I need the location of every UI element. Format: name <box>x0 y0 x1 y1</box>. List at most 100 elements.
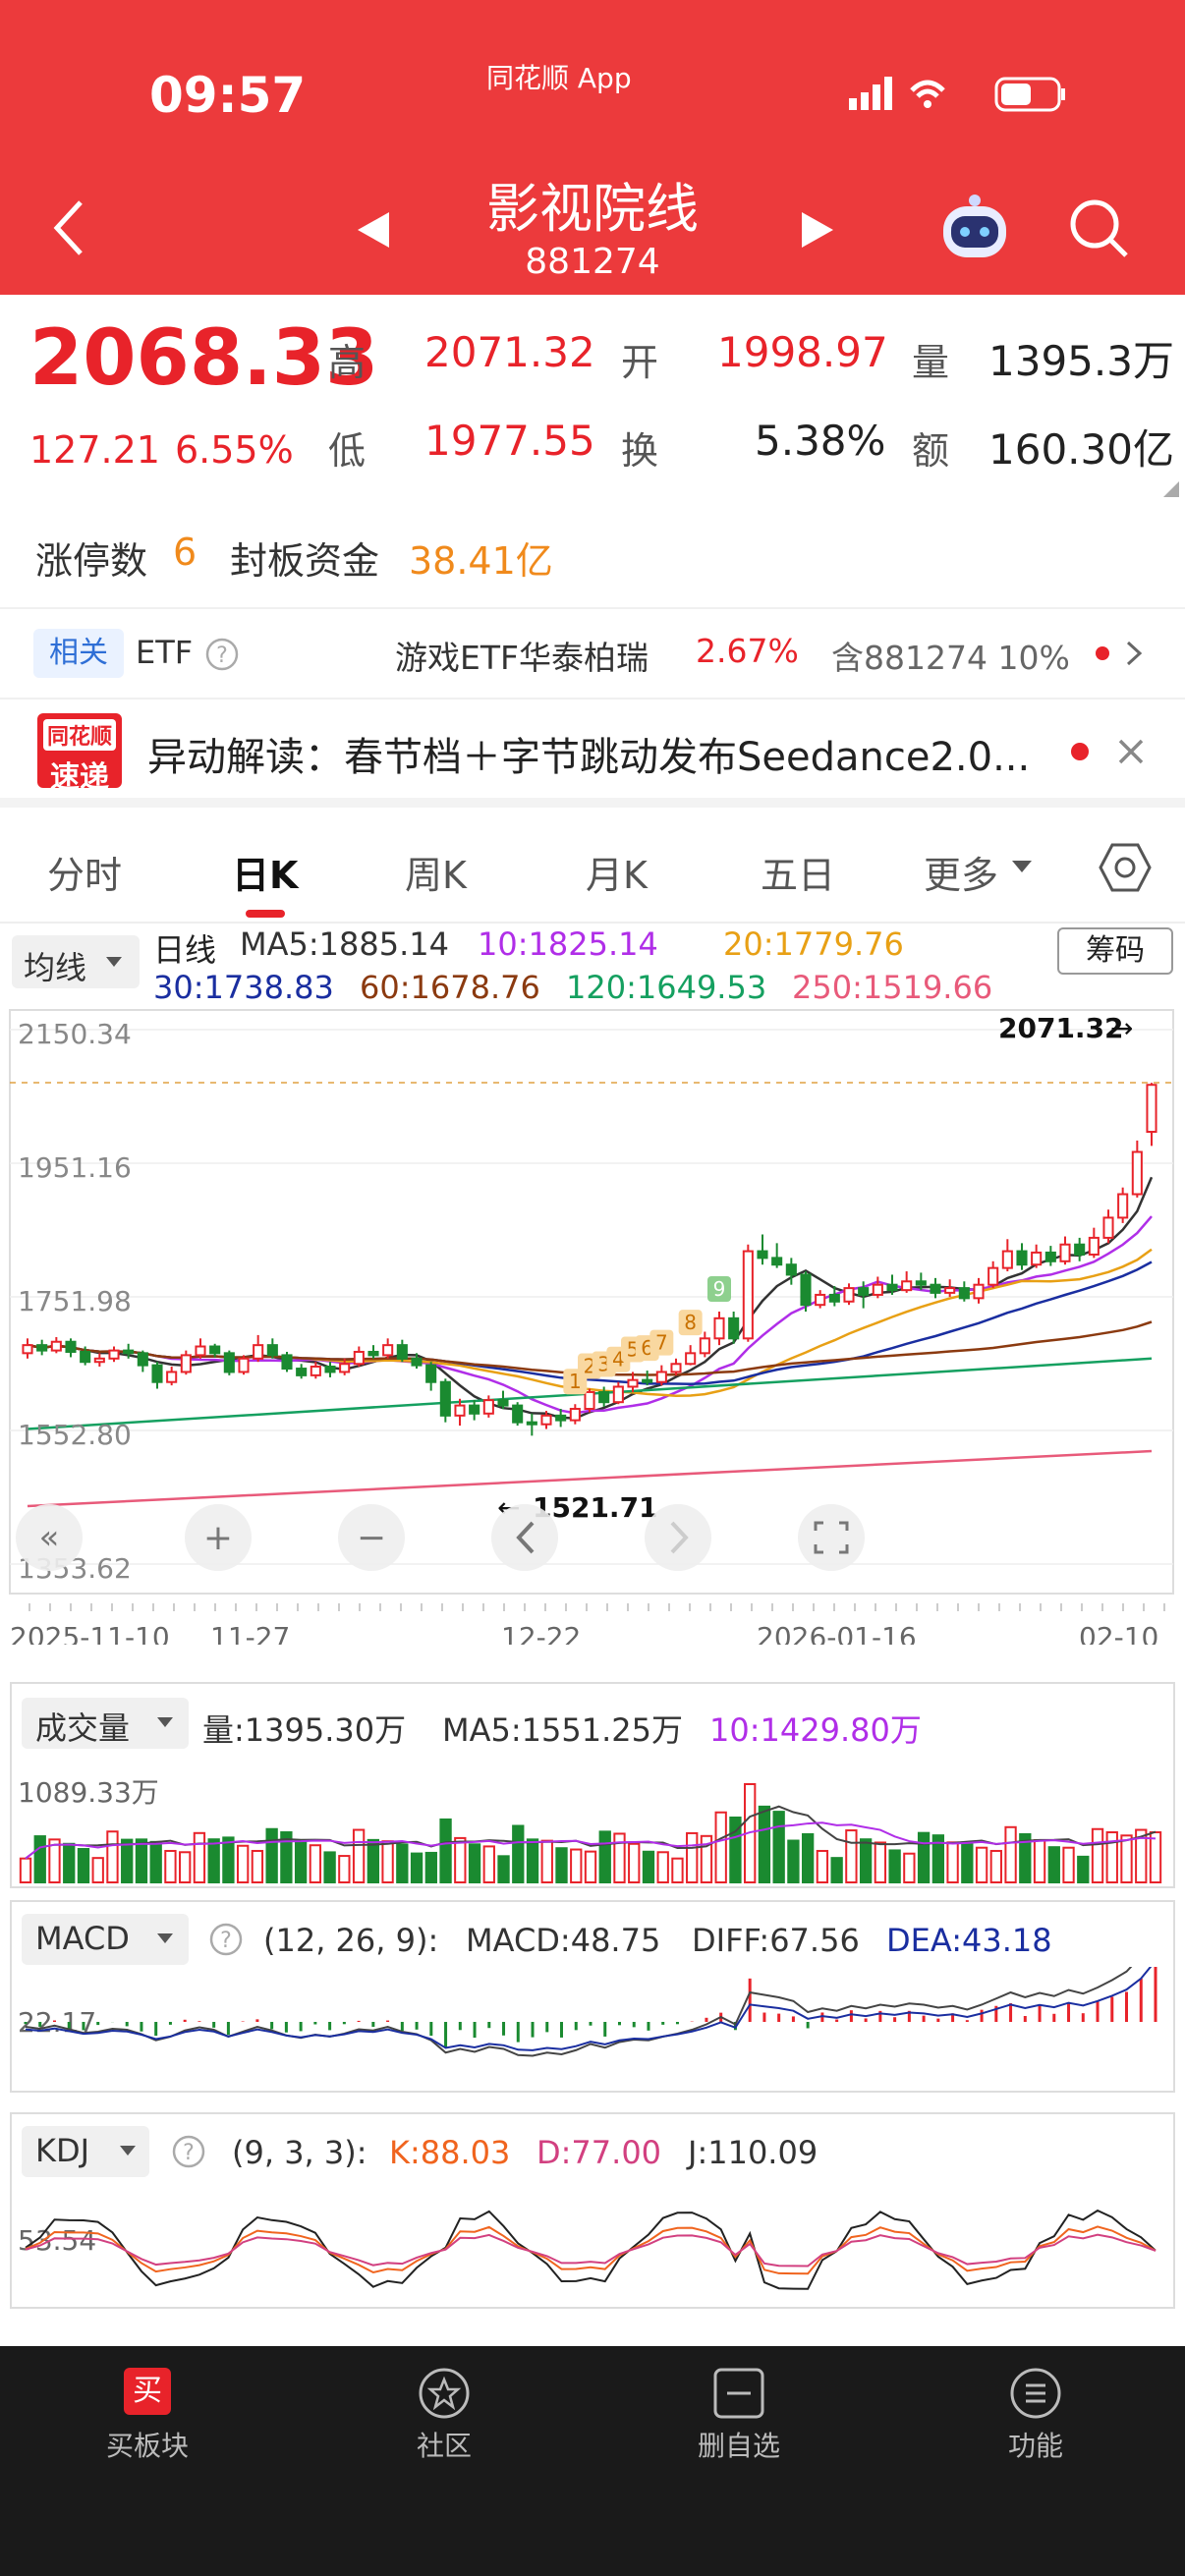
divider <box>0 607 1185 609</box>
next-icon[interactable] <box>798 210 837 250</box>
volume-bar <box>135 1838 148 1883</box>
volume-bar <box>309 1844 322 1883</box>
section-gap <box>0 798 1185 808</box>
k-line <box>25 2225 1157 2275</box>
red-dot-chevron-icon[interactable] <box>1093 639 1146 668</box>
news-headline[interactable]: 异动解读：春节档＋字节跳动发布Seedance2.0... <box>147 735 1031 780</box>
kdj-panel <box>10 2112 1175 2309</box>
candle-body <box>296 1368 308 1376</box>
high-label: 高 <box>328 341 367 384</box>
divider <box>0 698 1185 700</box>
volume-bar <box>787 1839 800 1884</box>
open-label: 开 <box>621 341 659 384</box>
volume-bar <box>989 1849 1002 1883</box>
volume-ma10-line <box>25 1821 1157 1860</box>
candle-body <box>713 1316 725 1340</box>
kdj-selector[interactable]: KDJ <box>22 2126 149 2177</box>
volume-bar <box>656 1851 669 1883</box>
candle-body <box>123 1349 135 1355</box>
candle-body <box>1044 1251 1056 1262</box>
help-icon[interactable]: ? <box>208 1922 244 1957</box>
ma-selector-label: 均线 <box>24 949 87 986</box>
ma250-line <box>27 1449 1153 1508</box>
settings-icon[interactable] <box>1099 841 1152 894</box>
chips-button[interactable]: 筹码 <box>1057 927 1173 975</box>
close-icon[interactable] <box>1065 737 1156 766</box>
expand-corner-icon[interactable] <box>1163 481 1179 497</box>
ma250-value: 250:1519.66 <box>792 969 993 1006</box>
help-icon[interactable]: ? <box>204 637 240 672</box>
volume-bar <box>207 1838 220 1883</box>
candle-body <box>382 1344 394 1357</box>
remove-watchlist-label: 删自选 <box>697 2430 780 2462</box>
volume-bar <box>1077 1855 1090 1883</box>
collapse-left-button[interactable]: « <box>16 1504 83 1571</box>
macd-selector[interactable]: MACD <box>22 1914 189 1965</box>
tab-intraday[interactable]: 分时 <box>47 854 123 897</box>
candle-body <box>699 1337 710 1355</box>
y-tick-label: 1751.98 <box>18 1285 132 1317</box>
tab-more[interactable]: 更多 <box>924 854 999 897</box>
volume-bar <box>1004 1825 1017 1883</box>
tab-five-day[interactable]: 五日 <box>761 854 836 897</box>
news-logo-top: 同花顺 <box>43 719 116 751</box>
svg-text:?: ? <box>183 2141 195 2165</box>
amount-value: 160.30亿 <box>988 425 1174 474</box>
macd-chart: 22.17 <box>18 1967 1157 2057</box>
svg-text:?: ? <box>216 644 228 668</box>
candle-body <box>180 1354 192 1373</box>
turnover-value: 5.38% <box>755 417 886 465</box>
volume-bar <box>19 1857 32 1883</box>
x-tick-label: 2025-11-10 <box>10 1621 170 1645</box>
page-title: 影视院线 <box>486 178 699 240</box>
search-icon[interactable] <box>1069 198 1130 259</box>
ma-selector[interactable]: 均线 <box>12 935 140 988</box>
zoom-out-button[interactable]: − <box>338 1504 405 1571</box>
amount-label: 额 <box>912 429 950 473</box>
limit-up-marker-label: 9 <box>713 1277 726 1301</box>
volume-bar <box>352 1828 366 1883</box>
volume-text: 量:1395.30万 <box>202 1711 407 1749</box>
volume-bar <box>338 1855 351 1883</box>
volume-bar <box>888 1849 901 1883</box>
last-price: 2068.33 <box>29 314 379 403</box>
etf-label: ETF <box>136 634 194 671</box>
candle-body <box>253 1344 264 1360</box>
prev-icon[interactable] <box>354 210 393 250</box>
seal-fund-value: 38.41亿 <box>409 539 553 583</box>
candle-body <box>1016 1250 1028 1266</box>
scroll-right-button[interactable] <box>645 1504 711 1571</box>
back-icon[interactable] <box>49 196 88 259</box>
volume-bar <box>1105 1831 1118 1883</box>
tab-monthly[interactable]: 月K <box>586 854 648 897</box>
candle-body <box>540 1414 552 1426</box>
etf-change: 2.67% <box>696 632 799 670</box>
candle-body <box>1074 1243 1086 1256</box>
kline-chart[interactable]: 2150.341951.161751.981552.801353.622025-… <box>0 1006 1185 1645</box>
scroll-left-button[interactable] <box>491 1504 558 1571</box>
help-icon[interactable]: ? <box>171 2134 206 2169</box>
menu-icon <box>1010 2368 1061 2419</box>
fullscreen-button[interactable] <box>798 1504 865 1571</box>
volume-bar <box>482 1845 495 1883</box>
robot-icon[interactable] <box>935 193 1014 263</box>
volume-selector[interactable]: 成交量 <box>22 1698 189 1749</box>
candle-body <box>915 1280 927 1286</box>
svg-text:«: « <box>39 1518 60 1557</box>
k-value: K:88.03 <box>389 2134 511 2171</box>
minus-square-icon <box>713 2368 764 2419</box>
etf-fund-name[interactable]: 游戏ETF华泰柏瑞 <box>395 639 649 677</box>
candle-body <box>1001 1250 1013 1269</box>
diff-line <box>25 1967 1133 2057</box>
zoom-in-button[interactable]: + <box>185 1504 252 1571</box>
candle-body <box>425 1364 437 1383</box>
volume-bar <box>801 1832 815 1883</box>
diff-value: DIFF:67.56 <box>692 1922 860 1959</box>
tab-weekly[interactable]: 周K <box>405 854 467 897</box>
ma10-value: 10:1825.14 <box>478 925 658 963</box>
tab-daily[interactable]: 日K <box>232 854 299 897</box>
candle-body <box>454 1404 466 1417</box>
volume-bar <box>149 1840 162 1884</box>
volume-bar <box>628 1842 641 1884</box>
volume-bar <box>179 1851 192 1883</box>
